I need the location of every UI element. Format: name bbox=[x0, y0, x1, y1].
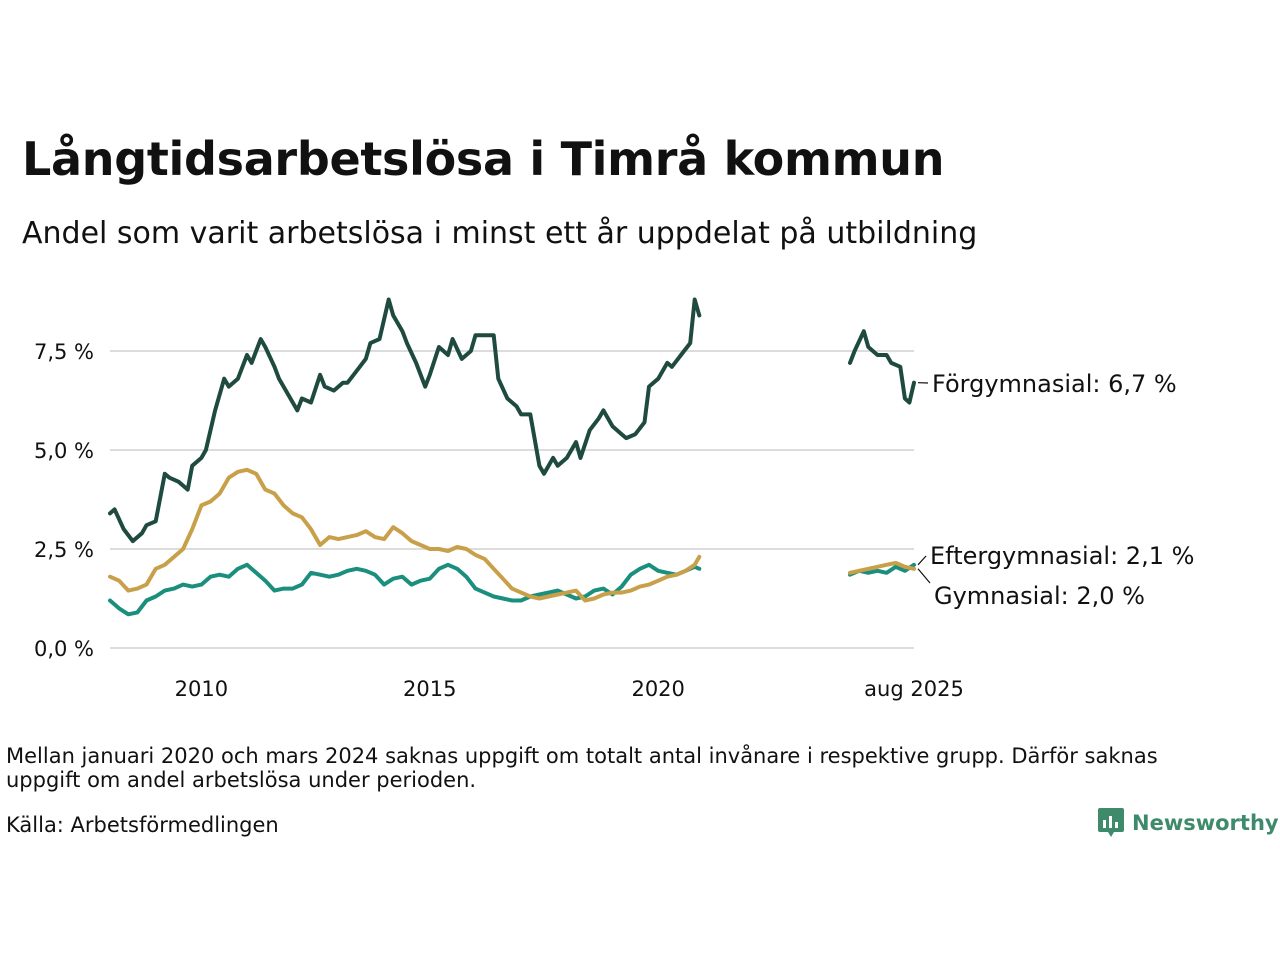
series-label-eftergymnasial: Eftergymnasial: 2,1 % bbox=[930, 542, 1194, 570]
series-line-gymnasial bbox=[108, 467, 702, 603]
series-label-förgymnasial: Förgymnasial: 6,7 % bbox=[932, 370, 1177, 398]
label-leader bbox=[917, 568, 931, 584]
x-tick-label: 2020 bbox=[631, 677, 684, 701]
label-leader bbox=[917, 555, 927, 566]
newsworthy-logo[interactable]: Newsworthy bbox=[1098, 808, 1279, 838]
x-axis-ticks: 2010 2015 2020 aug 2025 bbox=[175, 677, 964, 701]
series-lines bbox=[108, 297, 916, 617]
y-tick-label: 0,0 % bbox=[34, 637, 94, 661]
x-tick-label: aug 2025 bbox=[864, 677, 964, 701]
grid-lines bbox=[110, 350, 914, 649]
series-line-gymnasial bbox=[848, 560, 916, 575]
y-tick-label: 5,0 % bbox=[34, 439, 94, 463]
series-line-förgymnasial bbox=[108, 297, 702, 544]
y-tick-label: 2,5 % bbox=[34, 538, 94, 562]
x-tick-label: 2015 bbox=[403, 677, 456, 701]
newsworthy-logo-text: Newsworthy bbox=[1132, 811, 1279, 835]
series-label-gymnasial: Gymnasial: 2,0 % bbox=[934, 582, 1145, 610]
source-text: Källa: Arbetsförmedlingen bbox=[6, 813, 279, 837]
x-tick-label: 2010 bbox=[175, 677, 228, 701]
y-tick-label: 7,5 % bbox=[34, 340, 94, 364]
newsworthy-logo-icon bbox=[1098, 808, 1124, 837]
series-line-eftergymnasial bbox=[108, 562, 702, 617]
chart-title: Långtidsarbetslösa i Timrå kommun bbox=[22, 132, 945, 186]
footnote: Mellan januari 2020 och mars 2024 saknas… bbox=[6, 744, 1158, 792]
series-labels: Förgymnasial: 6,7 % Eftergymnasial: 2,1 %… bbox=[917, 370, 1194, 610]
series-line-förgymnasial bbox=[848, 329, 916, 405]
y-axis-ticks: 0,0 % 2,5 % 5,0 % 7,5 % bbox=[34, 340, 94, 661]
line-chart: 0,0 % 2,5 % 5,0 % 7,5 % 2010 2015 2020 aug 202… bbox=[34, 297, 1194, 701]
chart-subtitle: Andel som varit arbetslösa i minst ett å… bbox=[22, 216, 978, 251]
